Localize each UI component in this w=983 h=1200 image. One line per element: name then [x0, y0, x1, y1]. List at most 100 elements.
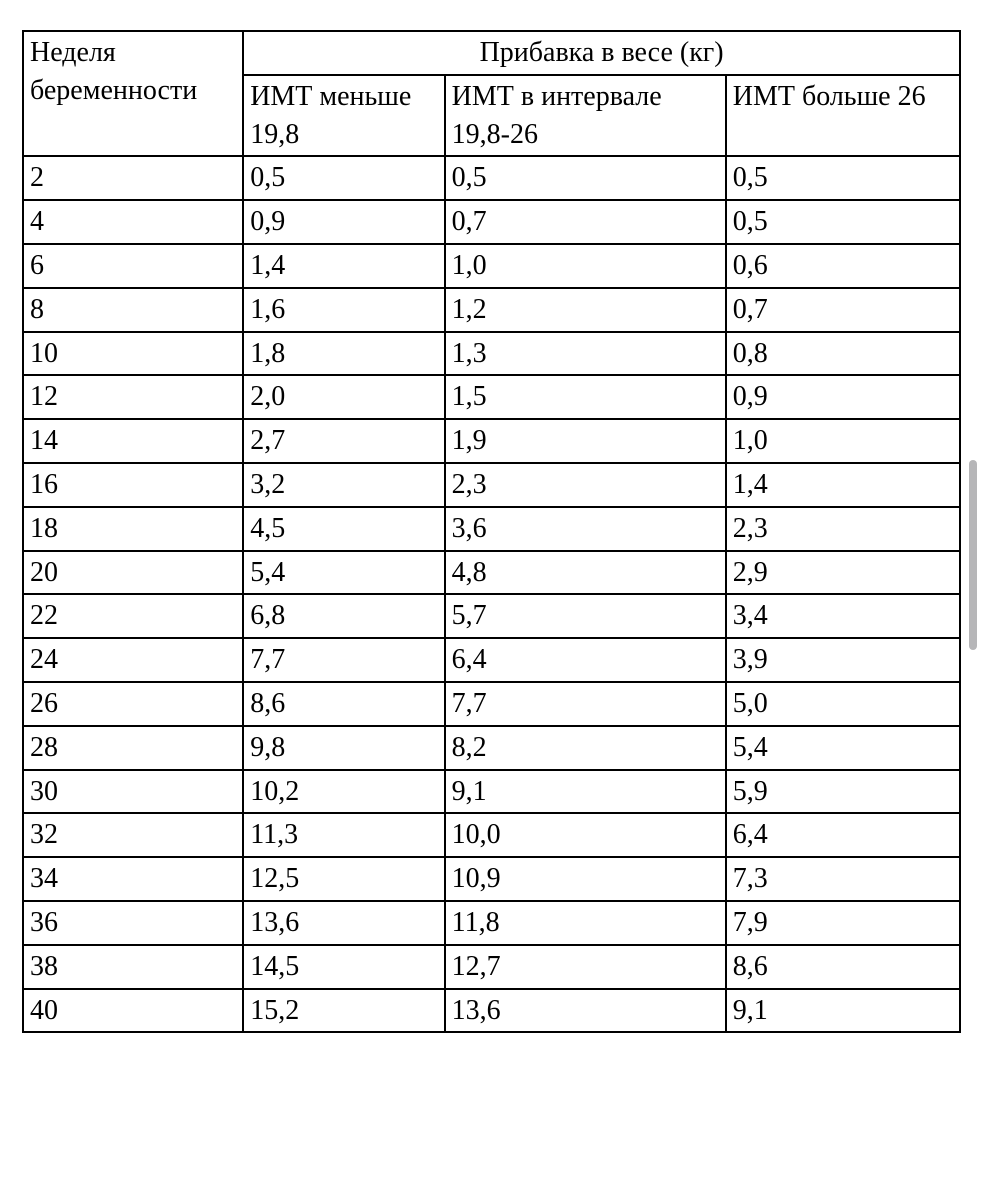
table-row: 3211,310,06,4	[23, 813, 960, 857]
table-row: 101,81,30,8	[23, 332, 960, 376]
table-row: 4015,213,69,1	[23, 989, 960, 1033]
scrollbar-thumb[interactable]	[969, 460, 977, 650]
header-spanner: Прибавка в весе (кг)	[243, 31, 960, 75]
table-cell: 12,7	[445, 945, 726, 989]
table-cell: 10,2	[243, 770, 444, 814]
table-cell: 0,5	[726, 200, 960, 244]
table-cell: 6,4	[445, 638, 726, 682]
header-bmi-mid: ИМТ в интервале 19,8-26	[445, 75, 726, 157]
table-cell: 1,0	[726, 419, 960, 463]
table-cell: 1,3	[445, 332, 726, 376]
table-cell: 9,8	[243, 726, 444, 770]
table-cell: 8	[23, 288, 243, 332]
table-cell: 8,6	[726, 945, 960, 989]
table-row: 122,01,50,9	[23, 375, 960, 419]
table-cell: 18	[23, 507, 243, 551]
table-cell: 0,9	[726, 375, 960, 419]
table-cell: 13,6	[243, 901, 444, 945]
table-cell: 0,9	[243, 200, 444, 244]
table-cell: 1,9	[445, 419, 726, 463]
table-cell: 28	[23, 726, 243, 770]
table-cell: 3,2	[243, 463, 444, 507]
table-cell: 2,9	[726, 551, 960, 595]
table-cell: 5,7	[445, 594, 726, 638]
table-cell: 16	[23, 463, 243, 507]
table-cell: 2,7	[243, 419, 444, 463]
table-cell: 4	[23, 200, 243, 244]
table-row: 205,44,82,9	[23, 551, 960, 595]
table-cell: 1,4	[726, 463, 960, 507]
table-row: 20,50,50,5	[23, 156, 960, 200]
table-cell: 8,6	[243, 682, 444, 726]
table-cell: 0,8	[726, 332, 960, 376]
table-cell: 20	[23, 551, 243, 595]
table-cell: 0,7	[726, 288, 960, 332]
table-row: 81,61,20,7	[23, 288, 960, 332]
table-cell: 9,1	[445, 770, 726, 814]
table-cell: 24	[23, 638, 243, 682]
table-row: 268,67,75,0	[23, 682, 960, 726]
table-header-row-1: Неделя беременности Прибавка в весе (кг)	[23, 31, 960, 75]
table-cell: 7,9	[726, 901, 960, 945]
table-row: 61,41,00,6	[23, 244, 960, 288]
table-cell: 6,8	[243, 594, 444, 638]
table-cell: 1,4	[243, 244, 444, 288]
table-row: 163,22,31,4	[23, 463, 960, 507]
table-cell: 6,4	[726, 813, 960, 857]
table-row: 289,88,25,4	[23, 726, 960, 770]
table-cell: 4,8	[445, 551, 726, 595]
table-cell: 12,5	[243, 857, 444, 901]
table-row: 226,85,73,4	[23, 594, 960, 638]
table-cell: 10,0	[445, 813, 726, 857]
header-bmi-high: ИМТ больше 26	[726, 75, 960, 157]
table-cell: 4,5	[243, 507, 444, 551]
table-cell: 30	[23, 770, 243, 814]
table-cell: 11,3	[243, 813, 444, 857]
table-cell: 0,5	[243, 156, 444, 200]
header-week: Неделя беременности	[23, 31, 243, 156]
table-cell: 13,6	[445, 989, 726, 1033]
table-cell: 14	[23, 419, 243, 463]
table-cell: 11,8	[445, 901, 726, 945]
table-cell: 15,2	[243, 989, 444, 1033]
table-cell: 12	[23, 375, 243, 419]
weight-gain-table: Неделя беременности Прибавка в весе (кг)…	[22, 30, 961, 1033]
table-row: 247,76,43,9	[23, 638, 960, 682]
table-cell: 1,2	[445, 288, 726, 332]
table-cell: 7,3	[726, 857, 960, 901]
table-cell: 0,5	[726, 156, 960, 200]
table-header: Неделя беременности Прибавка в весе (кг)…	[23, 31, 960, 156]
table-cell: 2,0	[243, 375, 444, 419]
table-cell: 9,1	[726, 989, 960, 1033]
table-cell: 1,6	[243, 288, 444, 332]
table-cell: 5,9	[726, 770, 960, 814]
table-row: 3010,29,15,9	[23, 770, 960, 814]
table-cell: 3,9	[726, 638, 960, 682]
table-cell: 0,6	[726, 244, 960, 288]
table-cell: 34	[23, 857, 243, 901]
table-cell: 5,0	[726, 682, 960, 726]
table-row: 3412,510,97,3	[23, 857, 960, 901]
table-cell: 0,7	[445, 200, 726, 244]
table-cell: 2	[23, 156, 243, 200]
table-cell: 0,5	[445, 156, 726, 200]
table-row: 142,71,91,0	[23, 419, 960, 463]
table-cell: 26	[23, 682, 243, 726]
table-cell: 2,3	[445, 463, 726, 507]
table-cell: 3,6	[445, 507, 726, 551]
table-cell: 5,4	[243, 551, 444, 595]
table-cell: 1,8	[243, 332, 444, 376]
table-cell: 14,5	[243, 945, 444, 989]
table-cell: 3,4	[726, 594, 960, 638]
table-cell: 22	[23, 594, 243, 638]
table-row: 3613,611,87,9	[23, 901, 960, 945]
table-cell: 1,0	[445, 244, 726, 288]
table-cell: 7,7	[243, 638, 444, 682]
table-cell: 10,9	[445, 857, 726, 901]
table-row: 184,53,62,3	[23, 507, 960, 551]
table-row: 40,90,70,5	[23, 200, 960, 244]
header-bmi-low: ИМТ меньше 19,8	[243, 75, 444, 157]
table-cell: 40	[23, 989, 243, 1033]
table-cell: 2,3	[726, 507, 960, 551]
table-cell: 32	[23, 813, 243, 857]
